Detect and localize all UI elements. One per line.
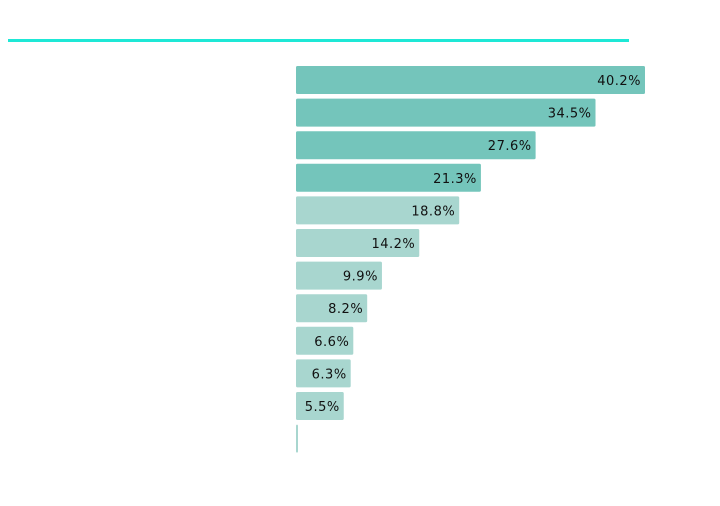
data-label: 14.2% <box>371 237 415 252</box>
bar <box>296 392 344 420</box>
bar <box>296 424 298 453</box>
data-label: 34.5% <box>548 107 592 122</box>
data-label: 6.6% <box>314 335 349 350</box>
bar <box>296 66 645 94</box>
bar <box>296 229 420 257</box>
bar <box>296 131 536 160</box>
data-label: 18.8% <box>411 204 455 219</box>
bar <box>296 326 354 355</box>
bar <box>296 261 382 290</box>
data-label: 40.2% <box>597 74 641 89</box>
data-label: 21.3% <box>433 172 477 187</box>
accent-line <box>8 39 629 42</box>
bar <box>296 294 368 323</box>
data-label: 9.9% <box>343 270 378 285</box>
bar <box>296 98 596 127</box>
data-label: 5.5% <box>305 400 340 415</box>
data-label: 8.2% <box>328 302 363 317</box>
data-label: 27.6% <box>488 139 532 154</box>
bar <box>296 359 351 388</box>
bar <box>296 196 460 225</box>
data-label: 6.3% <box>312 367 347 382</box>
bar <box>296 163 481 192</box>
